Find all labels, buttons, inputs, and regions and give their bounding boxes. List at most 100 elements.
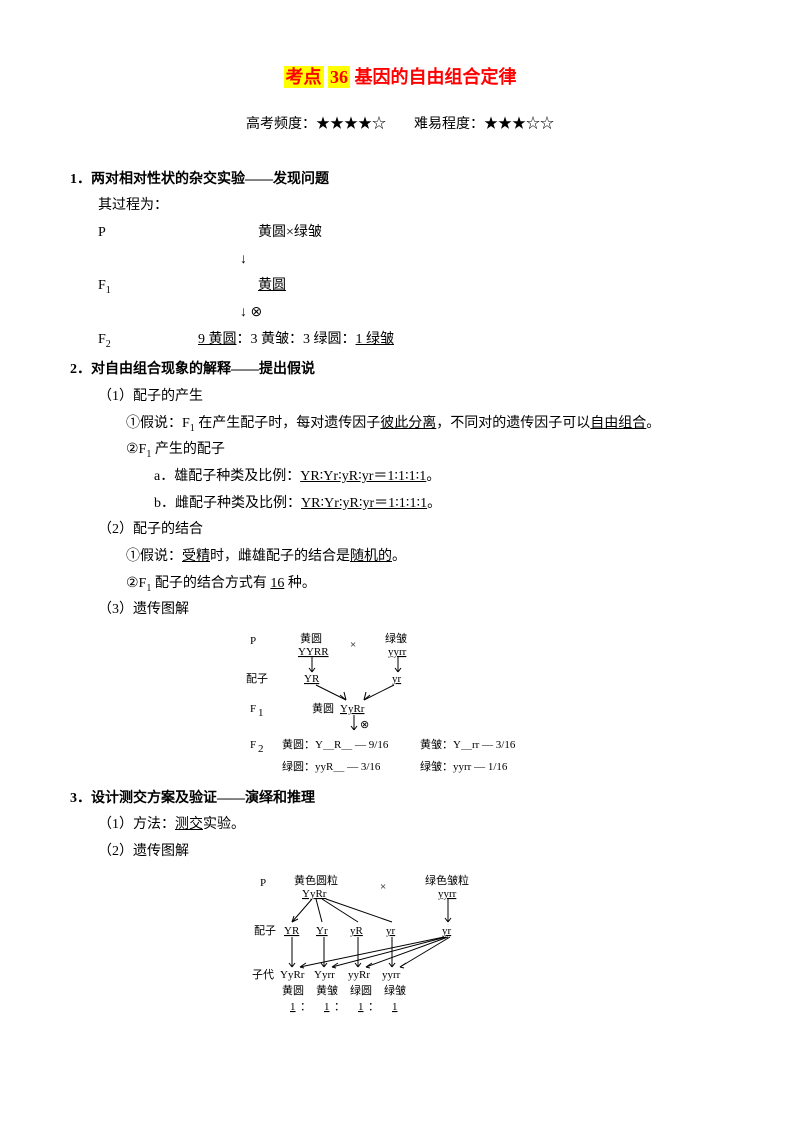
s3-p1-u: 测交 (175, 817, 203, 832)
genetic-diagram-1: P 黄圆 YYRR × 绿皱 yyrr 配子 YR yr F1 黄圆 YyRr … (240, 630, 560, 780)
diff-stars: ★★★☆☆ (484, 117, 554, 132)
s2-p2a-u2: 随机的 (350, 549, 392, 564)
d1-gamete: 配子 (246, 672, 268, 685)
s3-head: 3．设计测交方案及验证——演绎和推理 (70, 786, 730, 813)
d1-F1: F (250, 703, 256, 715)
d1-x: × (350, 639, 356, 651)
s2-p1b-a: a．雄配子种类及比例：YR∶Yr∶yR∶yr＝1∶1∶1∶1。 (70, 464, 730, 491)
s2-p2a-pre: ①假说： (126, 549, 182, 564)
d2-ph4: 绿皱 (384, 983, 406, 997)
d2-gamete: 配子 (254, 924, 276, 937)
arrow1: ↓ (70, 247, 730, 274)
title-part1: 考点 (284, 66, 324, 88)
f1-label: F (98, 278, 106, 293)
d2-P: P (260, 877, 266, 889)
f2-a: 9 黄圆 (198, 332, 237, 347)
title-part2: 36 (328, 66, 350, 88)
d1-r1a: 黄圆：Y＿R＿ — 9/16 (282, 737, 389, 751)
d2-r3: 1 (358, 1001, 364, 1013)
s2-p2a-end: 。 (392, 549, 406, 564)
s2-p2b: ②F1 配子的结合方式有 16 种。 (70, 571, 730, 598)
s2-p1a-end: 。 (646, 416, 660, 431)
s2-p1b-b: b．雌配子种类及比例：YR∶Yr∶yR∶yr＝1∶1∶1∶1。 (70, 491, 730, 518)
d2-c1: ： (300, 1001, 311, 1013)
d1-F2sub: 2 (258, 743, 264, 755)
d1-p1: 黄圆 (300, 631, 322, 645)
s2-p2: （2）配子的结合 (70, 517, 730, 544)
d2-o2: Yyrr (314, 969, 335, 981)
d1-P: P (250, 635, 256, 647)
d1-r1b: 黄皱：Y＿rr — 3/16 (420, 737, 516, 751)
d1-r2a: 绿圆：yyR＿ — 3/16 (282, 759, 381, 773)
f2-label: F (98, 332, 106, 347)
d2-o1: YyRr (280, 969, 305, 981)
f2-c: 1 绿皱 (356, 332, 395, 347)
s2-p1ba-pre: a．雄配子种类及比例： (154, 469, 300, 484)
s2-p2b-pre: ②F (126, 576, 146, 591)
p-label: P (98, 225, 106, 240)
d2-r2: 1 (324, 1001, 330, 1013)
s2-p1ba-u: YR∶Yr∶yR∶yr＝1∶1∶1∶1 (300, 469, 426, 484)
d2-g5: yr (442, 925, 452, 937)
p-row: P 黄圆×绿皱 (70, 220, 730, 247)
f1-text: 黄圆 (198, 273, 286, 300)
s2-p1b-pre: ②F (126, 442, 146, 457)
s1-proc: 其过程为： (70, 193, 730, 220)
s2-p2a-u1: 受精 (182, 549, 210, 564)
arrow2: ↓ ⊗ (70, 300, 730, 327)
freq-stars: ★★★★☆ (316, 117, 386, 132)
d2-o4: yyrr (382, 969, 401, 981)
s2-p1bb-pre: b．雌配子种类及比例： (154, 496, 301, 511)
s3-p1: （1）方法：测交实验。 (70, 812, 730, 839)
s2-p1a: ①假说：F1 在产生配子时，每对遗传因子彼此分离，不同对的遗传因子可以自由组合。 (70, 411, 730, 438)
f1-sub: 1 (106, 285, 111, 296)
title-part3: 基因的自由组合定律 (355, 67, 517, 87)
s3-p2: （2）遗传图解 (70, 839, 730, 866)
s2-p2a: ①假说：受精时，雌雄配子的结合是随机的。 (70, 544, 730, 571)
s2-p2a-mid: 时，雌雄配子的结合是 (210, 549, 350, 564)
d2-ph1: 黄圆 (282, 983, 304, 997)
s2-p1b: ②F1 产生的配子 (70, 437, 730, 464)
d1-f1t: 黄圆 (312, 701, 334, 715)
d1-F2: F (250, 739, 256, 751)
s2-p2b-end: 种。 (284, 576, 316, 591)
d2-g2: Yr (316, 925, 328, 937)
s2-p2b-u: 16 (270, 576, 284, 591)
d2-off: 子代 (252, 968, 274, 981)
genetic-diagram-2: P 黄色圆粒 YyRr × 绿色皱粒 yyrr 配子 YR Yr yR yr y… (250, 872, 550, 1022)
d2-c3: ： (368, 1001, 379, 1013)
d2-p1: 黄色圆粒 (294, 873, 338, 887)
s2-p1b-end: 产生的配子 (151, 442, 225, 457)
s2-p1a-mid1: 在产生配子时，每对遗传因子 (195, 416, 381, 431)
s2-p1a-pre: ①假说：F (126, 416, 190, 431)
s2-p1: （1）配子的产生 (70, 384, 730, 411)
d1-f1g: YyRr (340, 703, 365, 715)
s2-p1a-u2: 自由组合 (590, 416, 646, 431)
s2-p1bb-u: YR∶Yr∶yR∶yr＝1∶1∶1∶1 (301, 496, 427, 511)
d2-x: × (380, 881, 386, 893)
d1-r2b: 绿皱：yyrr — 1/16 (420, 759, 508, 773)
d2-ph2: 黄皱 (316, 983, 338, 997)
d1-F1sub: 1 (258, 707, 264, 719)
diff-label: 难易程度： (414, 117, 484, 132)
s2-p3: （3）遗传图解 (70, 597, 730, 624)
d1-g2: yr (392, 673, 402, 685)
d2-o3: yyRr (348, 969, 370, 981)
d2-g4: yr (386, 925, 396, 937)
d2-r1: 1 (290, 1001, 296, 1013)
s2-p1bb-end: 。 (427, 496, 441, 511)
d2-c2: ： (334, 1001, 345, 1013)
d1-self: ⊗ (360, 719, 369, 731)
s2-p2b-mid: 配子的结合方式有 (151, 576, 270, 591)
f1-row: F1 黄圆 (70, 273, 730, 300)
d2-g1: YR (284, 925, 300, 937)
s3-p1-end: 实验。 (203, 817, 245, 832)
d1-p1g: YYRR (298, 646, 329, 658)
d2-p2: 绿色皱粒 (425, 873, 469, 887)
s1-head: 1．两对相对性状的杂交实验——发现问题 (70, 167, 730, 194)
d2-ph3: 绿圆 (350, 983, 372, 997)
d2-p1g: YyRr (302, 888, 327, 900)
meta-row: 高考频度：★★★★☆ 难易程度：★★★☆☆ (70, 112, 730, 139)
s2-p1a-u1: 彼此分离 (380, 416, 436, 431)
p-text: 黄圆×绿皱 (198, 220, 322, 247)
